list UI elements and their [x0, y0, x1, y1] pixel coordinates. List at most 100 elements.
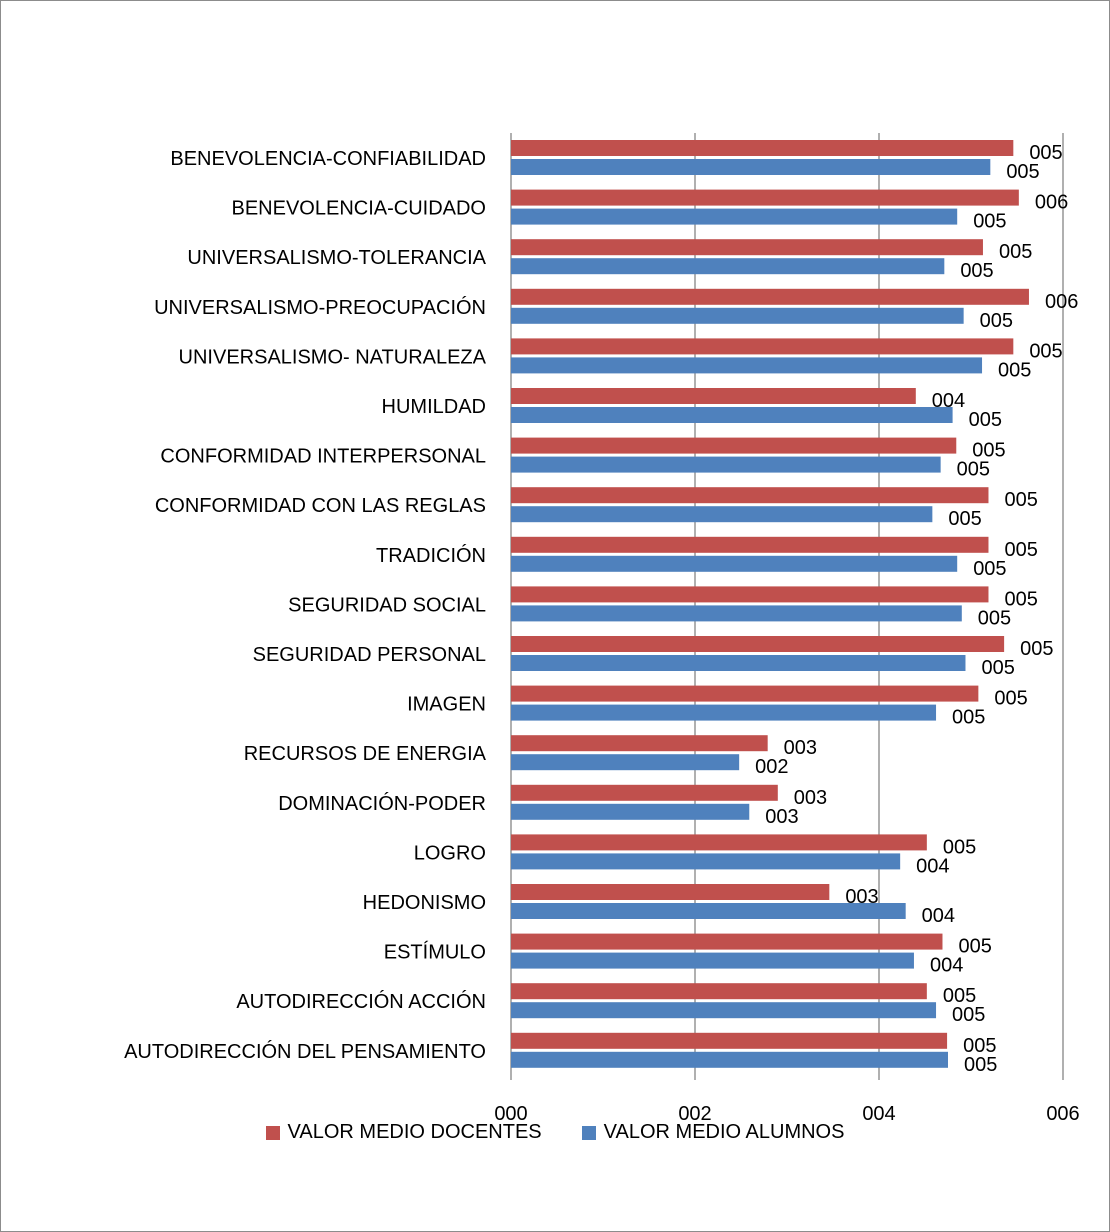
category-label: DOMINACIÓN-PODER — [278, 792, 486, 815]
bar-alumnos — [511, 357, 983, 374]
data-label-docentes: 005 — [1004, 489, 1037, 511]
data-label-alumnos: 005 — [981, 657, 1014, 679]
data-label-alumnos: 005 — [973, 558, 1006, 580]
bar-docentes — [511, 189, 1019, 206]
bar-docentes — [511, 784, 778, 801]
legend-label-docentes: VALOR MEDIO DOCENTES — [287, 1121, 542, 1143]
data-label-docentes: 005 — [1004, 588, 1037, 610]
category-label: HUMILDAD — [382, 396, 486, 418]
data-label-docentes: 005 — [958, 936, 991, 958]
bar-alumnos — [511, 655, 966, 671]
category-label: RECURSOS DE ENERGIA — [244, 743, 487, 765]
bar-alumnos — [511, 952, 914, 969]
bar-docentes — [511, 338, 1014, 355]
bar-alumnos — [511, 853, 901, 870]
data-label-alumnos: 004 — [916, 855, 949, 877]
data-label-alumnos: 004 — [922, 905, 955, 927]
data-label-docentes: 005 — [999, 241, 1032, 263]
data-label-docentes: 006 — [1045, 291, 1078, 313]
data-label-docentes: 003 — [784, 737, 817, 759]
bar-alumnos — [511, 456, 941, 473]
legend-item-docentes: VALOR MEDIO DOCENTES — [265, 1121, 542, 1144]
bar-docentes — [511, 685, 979, 702]
data-label-alumnos: 004 — [930, 955, 963, 977]
data-label-alumnos: 002 — [755, 756, 788, 778]
data-label-docentes: 005 — [1020, 638, 1053, 660]
bar-alumnos — [511, 159, 991, 175]
bar-alumnos — [511, 605, 962, 622]
x-tick-label: 006 — [1046, 1103, 1079, 1125]
legend-label-alumnos: VALOR MEDIO ALUMNOS — [603, 1121, 845, 1143]
x-tick-label: 000 — [494, 1103, 527, 1125]
data-label-docentes: 005 — [1029, 142, 1062, 164]
category-label: AUTODIRECCIÓN ACCIÓN — [236, 990, 486, 1013]
category-label: UNIVERSALISMO-TOLERANCIA — [187, 247, 486, 269]
data-label-docentes: 005 — [943, 985, 976, 1007]
legend-item-alumnos: VALOR MEDIO ALUMNOS — [581, 1121, 845, 1144]
data-label-alumnos: 005 — [952, 1004, 985, 1026]
data-label-docentes: 006 — [1035, 192, 1068, 214]
data-label-alumnos: 005 — [957, 459, 990, 481]
bar-docentes — [511, 735, 768, 752]
data-label-docentes: 005 — [963, 1035, 996, 1057]
data-label-alumnos: 005 — [960, 260, 993, 282]
x-tick-label: 004 — [862, 1103, 895, 1125]
data-label-docentes: 003 — [794, 787, 827, 809]
bar-docentes — [511, 536, 989, 553]
data-label-docentes: 005 — [994, 688, 1027, 710]
legend-swatch-docentes — [265, 1125, 280, 1140]
data-label-alumnos: 005 — [1006, 161, 1039, 183]
category-label: AUTODIRECCIÓN DEL PENSAMIENTO — [124, 1040, 486, 1063]
category-label: CONFORMIDAD CON LAS REGLAS — [155, 495, 486, 517]
bar-alumnos — [511, 258, 945, 275]
data-label-docentes: 005 — [1004, 539, 1037, 561]
category-label: BENEVOLENCIA-CONFIABILIDAD — [170, 148, 486, 170]
data-label-alumnos: 005 — [969, 409, 1002, 431]
bar-docentes — [511, 933, 943, 950]
bar-alumnos — [511, 1051, 948, 1068]
data-label-docentes: 005 — [943, 836, 976, 858]
bar-alumnos — [511, 208, 958, 225]
bar-docentes — [511, 636, 1005, 652]
bar-docentes — [511, 288, 1029, 305]
bar-docentes — [511, 983, 927, 1000]
bar-alumnos — [511, 307, 964, 324]
bar-alumnos — [511, 803, 750, 820]
x-tick-label: 002 — [678, 1103, 711, 1125]
category-label: TRADICIÓN — [376, 544, 486, 567]
data-label-alumnos: 005 — [948, 508, 981, 530]
bar-docentes — [511, 388, 916, 404]
bar-alumnos — [511, 506, 933, 523]
data-label-docentes: 005 — [1029, 340, 1062, 362]
bar-docentes — [511, 834, 927, 851]
bar-docentes — [511, 239, 983, 256]
bar-alumnos — [511, 555, 958, 572]
bar-alumnos — [511, 1002, 937, 1019]
bar-docentes — [511, 586, 989, 603]
data-label-alumnos: 003 — [765, 806, 798, 828]
data-label-docentes: 005 — [972, 440, 1005, 462]
data-label-alumnos: 005 — [978, 607, 1011, 629]
data-label-alumnos: 005 — [973, 211, 1006, 233]
category-label: CONFORMIDAD INTERPERSONAL — [160, 446, 486, 468]
bar-docentes — [511, 487, 989, 504]
category-label: LOGRO — [414, 842, 486, 864]
bar-docentes — [511, 437, 957, 454]
data-label-alumnos: 005 — [980, 310, 1013, 332]
bar-alumnos — [511, 903, 906, 919]
data-label-docentes: 003 — [845, 886, 878, 908]
data-label-alumnos: 005 — [964, 1054, 997, 1076]
category-label: UNIVERSALISMO-PREOCUPACIÓN — [154, 296, 486, 319]
bar-docentes — [511, 140, 1014, 156]
category-label: SEGURIDAD PERSONAL — [253, 644, 486, 666]
data-label-alumnos: 005 — [952, 707, 985, 729]
legend-swatch-alumnos — [581, 1125, 596, 1140]
legend: VALOR MEDIO DOCENTES VALOR MEDIO ALUMNOS — [0, 1121, 1110, 1144]
bar-docentes — [511, 884, 830, 900]
bar-alumnos — [511, 407, 953, 423]
bar-docentes — [511, 1032, 948, 1049]
category-label: BENEVOLENCIA-CUIDADO — [232, 198, 487, 220]
category-label: UNIVERSALISMO- NATURALEZA — [179, 346, 487, 368]
category-label: ESTÍMULO — [384, 941, 486, 964]
